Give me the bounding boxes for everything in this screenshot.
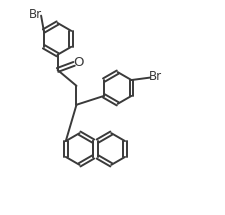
Text: O: O	[73, 56, 83, 69]
Text: Br: Br	[29, 8, 42, 21]
Text: Br: Br	[149, 70, 162, 83]
